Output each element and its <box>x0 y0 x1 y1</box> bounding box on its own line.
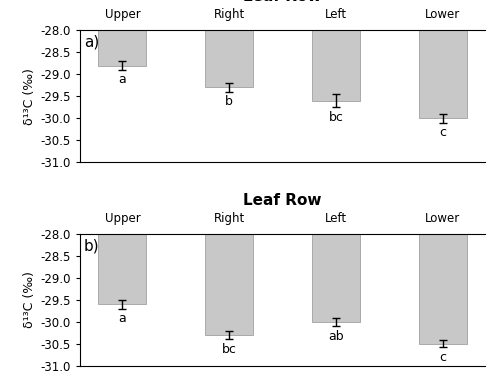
Bar <box>312 30 360 101</box>
Text: b: b <box>225 95 233 108</box>
Bar <box>418 30 467 118</box>
X-axis label: Leaf Row: Leaf Row <box>243 193 322 208</box>
Text: a: a <box>118 312 126 325</box>
Text: bc: bc <box>222 343 236 356</box>
Bar <box>98 30 146 66</box>
Bar <box>205 234 253 335</box>
Text: ab: ab <box>328 330 344 343</box>
Text: a): a) <box>84 34 100 50</box>
Text: bc: bc <box>328 111 344 124</box>
Text: c: c <box>439 126 446 139</box>
Y-axis label: δ¹³C (‰): δ¹³C (‰) <box>24 68 36 125</box>
Bar <box>312 234 360 322</box>
Text: a: a <box>118 74 126 86</box>
Bar <box>418 234 467 344</box>
X-axis label: Leaf Row: Leaf Row <box>243 0 322 4</box>
Bar <box>98 234 146 304</box>
Text: b): b) <box>84 238 100 253</box>
Text: c: c <box>439 351 446 364</box>
Y-axis label: δ¹³C (‰): δ¹³C (‰) <box>24 272 36 328</box>
Bar <box>205 30 253 88</box>
